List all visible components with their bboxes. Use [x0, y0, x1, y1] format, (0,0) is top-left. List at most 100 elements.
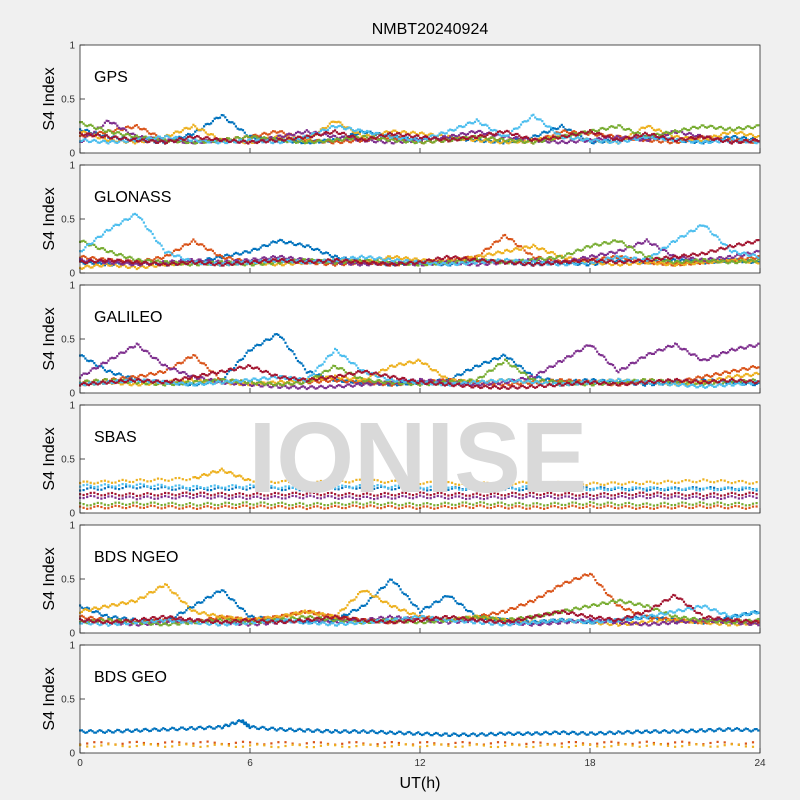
data-point: [534, 116, 537, 119]
data-point: [401, 141, 404, 144]
data-point: [504, 130, 507, 133]
data-point: [390, 260, 393, 263]
data-point: [695, 139, 698, 142]
data-point: [130, 265, 133, 268]
data-point: [419, 136, 422, 140]
data-point: [527, 136, 530, 139]
data-point: [171, 252, 174, 255]
data-point: [126, 131, 129, 134]
data-point: [188, 135, 191, 138]
data-point: [107, 142, 110, 145]
data-point: [638, 260, 641, 263]
data-point: [491, 129, 494, 132]
data-point: [105, 228, 108, 232]
data-point: [342, 127, 346, 130]
data-point: [259, 139, 262, 142]
data-point: [479, 254, 482, 257]
data-point: [681, 128, 684, 131]
data-point: [240, 261, 243, 264]
data-point: [261, 256, 264, 259]
data-point: [381, 134, 384, 137]
data-point: [601, 126, 604, 130]
data-point: [498, 140, 501, 143]
data-point: [507, 249, 510, 252]
data-point: [160, 257, 163, 260]
data-point: [429, 261, 432, 264]
data-point: [594, 263, 597, 266]
data-point: [433, 134, 436, 137]
data-point: [100, 257, 103, 260]
data-point: [241, 139, 245, 142]
data-point: [689, 263, 693, 266]
data-point: [748, 252, 751, 255]
data-point: [247, 140, 250, 143]
data-point: [148, 229, 151, 232]
data-point: [259, 135, 262, 138]
data-point: [263, 260, 266, 264]
data-point: [128, 263, 131, 266]
data-point: [367, 264, 370, 267]
data-point: [624, 139, 627, 143]
data-point: [613, 126, 616, 129]
data-point: [608, 262, 611, 265]
data-point: [688, 260, 691, 263]
data-point: [116, 124, 119, 127]
data-point: [475, 255, 478, 258]
data-point: [125, 126, 128, 129]
data-point: [682, 137, 686, 140]
data-point: [445, 132, 448, 135]
data-point: [500, 261, 503, 264]
data-point: [243, 131, 246, 134]
data-point: [720, 136, 723, 139]
data-point: [378, 256, 381, 259]
data-point: [89, 244, 92, 247]
data-point: [502, 140, 505, 143]
data-point: [275, 263, 278, 266]
data-point: [404, 259, 407, 262]
data-point: [700, 257, 703, 260]
data-point: [273, 260, 276, 263]
data-point: [755, 249, 758, 252]
data-point: [638, 251, 641, 254]
data-point: [622, 249, 625, 252]
data-point: [263, 262, 266, 265]
data-point: [323, 131, 326, 134]
data-point: [544, 131, 547, 134]
data-point: [613, 136, 616, 139]
data-point: [392, 135, 395, 138]
data-point: [610, 141, 613, 144]
data-point: [656, 128, 659, 131]
data-point: [590, 261, 593, 264]
data-point: [649, 134, 652, 137]
data-point: [689, 229, 693, 232]
data-point: [277, 239, 280, 242]
data-point: [737, 140, 740, 143]
data-point: [270, 263, 273, 266]
data-point: [580, 130, 583, 133]
data-point: [84, 131, 87, 134]
data-point: [206, 257, 209, 260]
data-point: [440, 138, 443, 142]
data-point: [550, 126, 553, 129]
data-point: [589, 138, 592, 141]
data-point: [622, 241, 625, 245]
data-point: [158, 262, 161, 265]
data-point: [723, 257, 726, 261]
data-point: [750, 256, 753, 259]
data-point: [751, 137, 755, 140]
data-point: [141, 260, 144, 263]
data-point: [213, 135, 216, 138]
data-point: [543, 122, 546, 125]
data-point: [397, 137, 400, 140]
data-point: [280, 254, 284, 258]
data-point: [567, 134, 570, 138]
data-point: [603, 139, 606, 142]
data-point: [496, 240, 500, 243]
data-point: [674, 258, 677, 261]
data-point: [507, 262, 510, 265]
data-point: [489, 253, 492, 256]
data-point: [746, 134, 749, 137]
data-point: [179, 138, 183, 142]
data-point: [652, 261, 655, 264]
data-point: [737, 141, 740, 144]
